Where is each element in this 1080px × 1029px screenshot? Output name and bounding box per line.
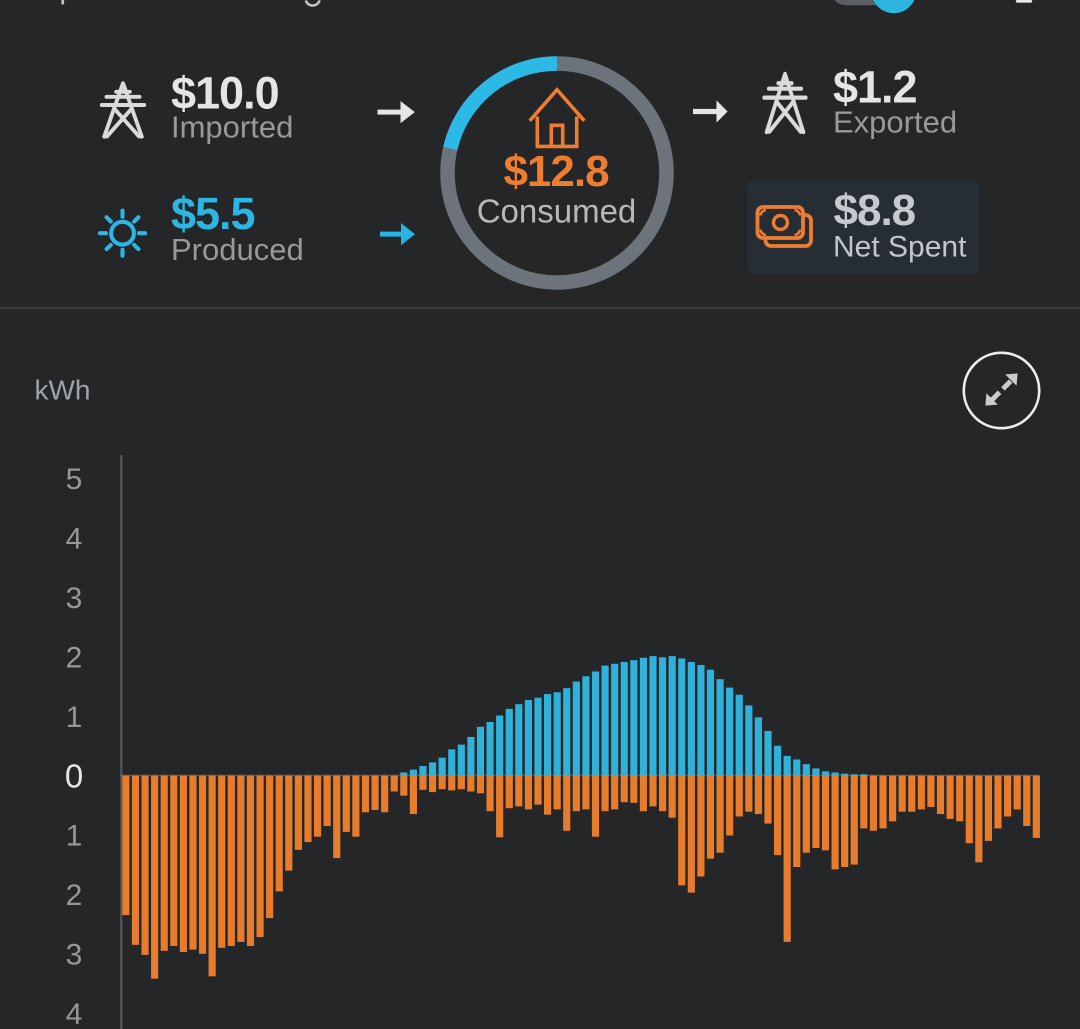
svg-text:3: 3 — [66, 939, 83, 972]
svg-text:1: 1 — [66, 701, 83, 734]
svg-text:$1.2: $1.2 — [833, 62, 917, 113]
svg-text:3: 3 — [66, 582, 83, 615]
svg-text:$8.8: $8.8 — [834, 186, 916, 235]
svg-text:4: 4 — [66, 523, 83, 556]
svg-text:$10.0: $10.0 — [171, 67, 279, 118]
svg-text:Imported: Imported — [171, 109, 293, 144]
svg-text:kWh: kWh — [35, 375, 91, 406]
svg-text:Net Spent: Net Spent — [833, 230, 967, 263]
svg-text:5: 5 — [66, 463, 83, 496]
svg-text:$5.5: $5.5 — [171, 188, 255, 239]
svg-text:1: 1 — [66, 820, 83, 853]
svg-text:2: 2 — [66, 641, 83, 674]
svg-text:Produced: Produced — [171, 232, 304, 267]
svg-text:$12.8: $12.8 — [503, 147, 609, 196]
svg-text:2: 2 — [66, 879, 83, 912]
svg-text:4: 4 — [66, 998, 83, 1029]
svg-text:Consumed: Consumed — [477, 192, 637, 229]
svg-text:Exported: Exported — [833, 105, 957, 140]
svg-text:0: 0 — [65, 757, 83, 794]
